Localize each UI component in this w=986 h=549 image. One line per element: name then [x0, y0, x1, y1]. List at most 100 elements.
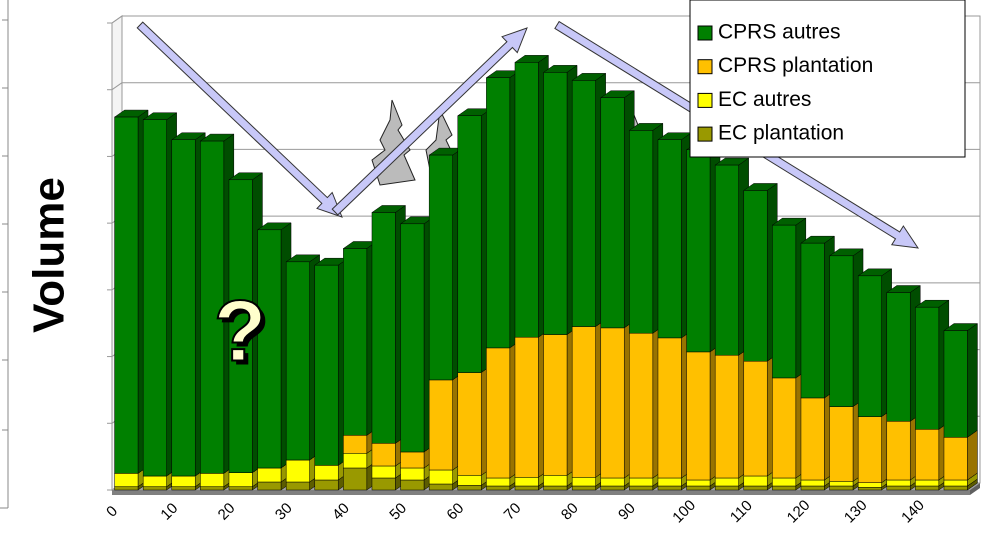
bar-segment — [486, 485, 511, 491]
legend-swatch — [697, 25, 713, 41]
y-axis-label: Volume — [25, 177, 74, 333]
bar-segment — [686, 479, 711, 487]
bar-segment — [514, 62, 539, 338]
bar-segment — [514, 485, 539, 491]
bar-segment — [257, 481, 282, 491]
bar-segment — [571, 80, 596, 327]
legend-swatch — [697, 92, 713, 108]
floor-side — [970, 483, 980, 495]
bar-segment — [686, 149, 711, 353]
bar-segment — [514, 477, 539, 487]
left-panel-edge — [0, 0, 9, 509]
annotation: ? — [214, 284, 267, 380]
bar-segment — [457, 485, 482, 491]
bar-segment — [772, 477, 797, 487]
legend-swatch — [697, 126, 713, 142]
bar-segment — [886, 421, 911, 481]
bar-segment — [343, 453, 368, 469]
bar-segment — [400, 223, 425, 453]
bar-segment — [772, 377, 797, 479]
bar-segment — [571, 477, 596, 487]
bar-segment — [228, 179, 253, 473]
bar-segment — [314, 264, 339, 466]
bar-segment — [600, 477, 625, 487]
x-tick-label: 20 — [215, 500, 239, 524]
x-tick-label: 140 — [898, 497, 928, 527]
side-grid-line — [111, 15, 123, 24]
bar-segment — [657, 477, 682, 487]
bar-segment — [114, 116, 139, 474]
bar-segment — [257, 229, 282, 469]
bar-segment — [800, 485, 825, 491]
bar-side — [967, 323, 978, 438]
bar-segment — [142, 486, 167, 491]
bar-segment — [371, 477, 396, 491]
bar-segment — [400, 451, 425, 469]
bar-segment — [686, 485, 711, 491]
bar-segment — [486, 77, 511, 349]
bar-segment — [571, 485, 596, 491]
x-tick-label: 100 — [669, 497, 699, 527]
bar-segment — [886, 485, 911, 491]
arrow — [331, 27, 528, 216]
bar-segment — [857, 482, 882, 488]
legend-label: CPRS autres — [718, 21, 841, 44]
bar-segment — [629, 332, 654, 479]
bar-segment — [857, 275, 882, 417]
bar-segment — [800, 242, 825, 399]
bar-segment — [686, 351, 711, 481]
legend-box — [689, 0, 966, 158]
bar-segment — [829, 255, 854, 407]
bar-segment — [772, 485, 797, 491]
bar-segment — [829, 406, 854, 482]
bar-segment — [371, 212, 396, 444]
bar-segment — [200, 486, 225, 491]
bar-segment — [943, 479, 968, 487]
bar-segment — [714, 354, 739, 479]
bar-segment — [457, 475, 482, 486]
bar-segment — [714, 485, 739, 491]
x-tick-label: 40 — [329, 500, 353, 524]
bar-segment — [915, 485, 940, 491]
bar-segment — [600, 97, 625, 329]
legend-swatch — [697, 59, 713, 75]
x-tick-label: 110 — [727, 497, 756, 526]
x-tick-label: 50 — [386, 500, 410, 524]
side-grid-line — [111, 82, 123, 91]
bar-segment — [772, 224, 797, 379]
bar-segment — [114, 473, 139, 487]
bar-segment — [915, 306, 940, 430]
bar-segment — [514, 336, 539, 478]
bar-segment — [743, 485, 768, 491]
bar-segment — [486, 347, 511, 479]
x-tick-label: 30 — [272, 500, 296, 524]
bar-segment — [428, 469, 453, 485]
arrow — [136, 21, 343, 218]
bar-segment — [600, 485, 625, 491]
bar-segment — [428, 154, 453, 381]
annotation-shadow: ? — [218, 288, 271, 384]
bar-segment — [714, 164, 739, 356]
bar-segment — [314, 465, 339, 481]
bar-segment — [657, 485, 682, 491]
bar-segment — [629, 485, 654, 491]
bar-segment — [800, 397, 825, 481]
bar-segment — [400, 467, 425, 481]
bar-segment — [200, 140, 225, 474]
bar-segment — [285, 459, 310, 483]
legend-label: EC autres — [718, 88, 811, 111]
bar-segment — [886, 292, 911, 422]
bar-segment — [171, 486, 196, 491]
bar-segment — [343, 435, 368, 454]
bar-segment — [886, 479, 911, 487]
bar-segment — [285, 481, 310, 491]
bar-segment — [371, 465, 396, 479]
bar-segment — [457, 372, 482, 476]
bars — [113, 54, 979, 491]
bar-segment — [857, 416, 882, 483]
bar-segment — [171, 475, 196, 487]
bar-segment — [543, 72, 568, 335]
bar-segment — [743, 475, 768, 487]
bar-segment — [171, 139, 196, 477]
